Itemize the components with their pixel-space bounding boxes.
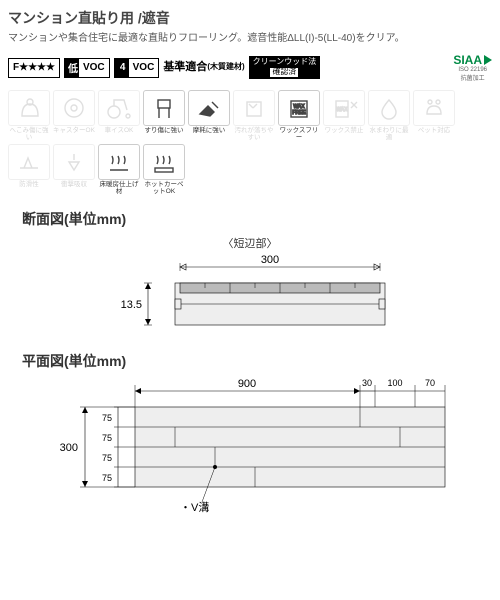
- feature-icon-label: すり傷に強い: [145, 127, 184, 141]
- siaa-badge: SIAA ISO 22196 抗菌加工: [453, 53, 492, 82]
- feature-icon-glyph: [8, 90, 50, 126]
- feature-icon-label: へこみ傷に強い: [8, 127, 50, 141]
- svg-text:100: 100: [387, 378, 402, 388]
- cross-section-diagram: 〈短辺部〉 300 13.5: [8, 235, 492, 343]
- cross-section-subtitle: 〈短辺部〉: [22, 235, 478, 251]
- feature-icon-label: ホットカーペットOK: [143, 181, 185, 195]
- feature-icon-glyph: [8, 144, 50, 180]
- feature-icon-glyph: [98, 144, 140, 180]
- feature-icon: 汚れが落ちやすい: [233, 90, 275, 141]
- badge-row: F★★★★ 低VOC 4VOC 基準適合 (木質建材) クリーンウッド法 確認済…: [8, 53, 492, 82]
- svg-text:WAX: WAX: [336, 107, 348, 113]
- svg-text:13.5: 13.5: [121, 299, 142, 311]
- cleanwood-badge: クリーンウッド法 確認済: [249, 56, 321, 79]
- voc-four-badge: VOC: [128, 58, 160, 78]
- fstar-badge: F★★★★: [8, 58, 60, 78]
- feature-icon-glyph: [188, 90, 230, 126]
- feature-icon: 衝撃吸収: [53, 144, 95, 195]
- feature-icon: WAX ワックス禁止: [323, 90, 365, 141]
- feature-icon-glyph: [368, 90, 410, 126]
- feature-icon: 水まわりに最適: [368, 90, 410, 141]
- feature-icon: キャスターOK: [53, 90, 95, 141]
- cross-section-title: 断面図(単位mm): [22, 209, 492, 229]
- svg-text:300: 300: [60, 442, 78, 454]
- feature-icon-glyph: [233, 90, 275, 126]
- feature-icon: ホットカーペットOK: [143, 144, 185, 195]
- feature-icon-label: ワックス禁止: [325, 127, 364, 141]
- voc-low-badge: VOC: [78, 58, 110, 78]
- feature-icon-label: 衝撃吸収: [61, 181, 87, 195]
- feature-icon: へこみ傷に強い: [8, 90, 50, 141]
- feature-icon-grid: へこみ傷に強いキャスターOK車イスOKすり傷に強い摩耗に強い汚れが落ちやすいWA…: [8, 90, 492, 195]
- svg-text:75: 75: [102, 413, 112, 423]
- feature-icon: 防滑性: [8, 144, 50, 195]
- feature-icon-label: ワックスフリー: [278, 127, 320, 141]
- plan-view-title: 平面図(単位mm): [22, 351, 492, 371]
- svg-text:30: 30: [362, 378, 372, 388]
- svg-text:・V溝: ・V溝: [180, 501, 209, 514]
- feature-icon: 摩耗に強い: [188, 90, 230, 141]
- svg-text:300: 300: [261, 254, 279, 266]
- feature-icon-label: 水まわりに最適: [368, 127, 410, 141]
- feature-icon-label: 床暖房仕上げ材: [98, 181, 140, 195]
- feature-icon-label: 車イスOK: [105, 127, 134, 141]
- feature-icon-glyph: WAX: [323, 90, 365, 126]
- feature-icon: すり傷に強い: [143, 90, 185, 141]
- feature-icon: ペット対応: [413, 90, 455, 141]
- feature-icon-label: 防滑性: [19, 181, 39, 195]
- feature-icon-label: キャスターOK: [53, 127, 95, 141]
- svg-text:FREE: FREE: [292, 110, 306, 116]
- svg-text:70: 70: [425, 378, 435, 388]
- feature-icon-label: ペット対応: [418, 127, 451, 141]
- siaa-arrow-icon: [484, 55, 492, 65]
- svg-text:75: 75: [102, 473, 112, 483]
- feature-icon-glyph: [53, 90, 95, 126]
- plan-view-diagram: 900 30 100 70 300 75: [8, 377, 492, 517]
- feature-icon: 車イスOK: [98, 90, 140, 141]
- svg-text:900: 900: [238, 378, 256, 390]
- feature-icon-glyph: [143, 90, 185, 126]
- page-title: マンション直貼り用 /遮音: [8, 8, 492, 28]
- svg-text:75: 75: [102, 453, 112, 463]
- feature-icon-glyph: [413, 90, 455, 126]
- standard-badge: 基準適合 (木質建材): [163, 58, 244, 78]
- feature-icon: 床暖房仕上げ材: [98, 144, 140, 195]
- feature-icon-glyph: WAXFREE: [278, 90, 320, 126]
- feature-icon-glyph: [143, 144, 185, 180]
- feature-icon-label: 摩耗に強い: [193, 127, 226, 141]
- page-subtitle: マンションや集合住宅に最適な直貼りフローリング。遮音性能ΔLL(I)-5(LL-…: [8, 32, 492, 45]
- feature-icon-glyph: [53, 144, 95, 180]
- feature-icon-glyph: [98, 90, 140, 126]
- feature-icon-label: 汚れが落ちやすい: [233, 127, 275, 141]
- feature-icon: WAXFREEワックスフリー: [278, 90, 320, 141]
- svg-text:75: 75: [102, 433, 112, 443]
